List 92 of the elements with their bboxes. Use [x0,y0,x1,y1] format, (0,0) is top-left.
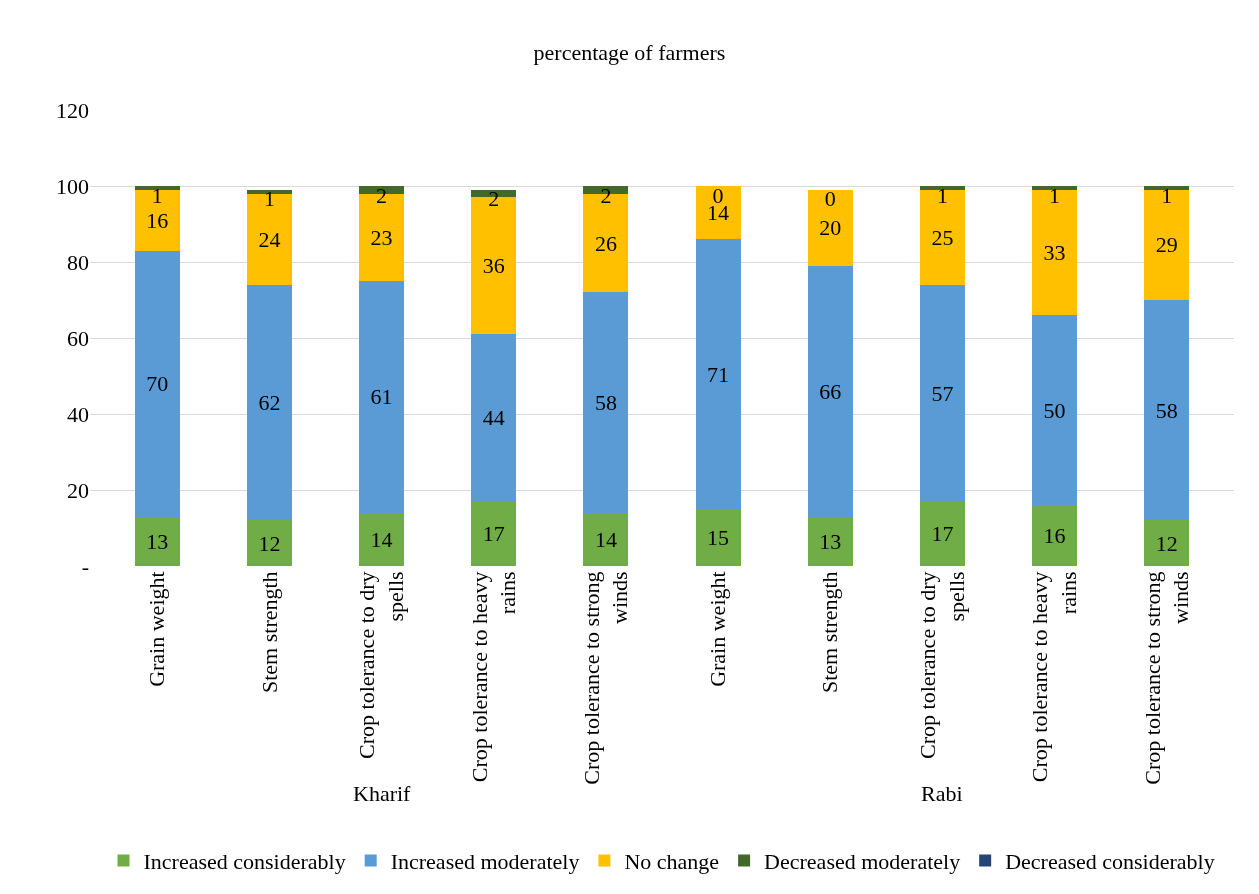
data-label: 71 [707,361,730,387]
data-label: 29 [1155,232,1178,258]
bar [247,520,292,566]
bar [1144,300,1190,521]
bar [134,516,180,566]
bar [247,284,292,521]
bar [1032,189,1077,316]
data-label: 1 [1161,182,1173,208]
bar [583,512,629,566]
bar [247,189,292,194]
x-tick-label: Crop tolerance to heavy rains [466,571,521,783]
text: Rabi [921,781,963,806]
bar [807,265,853,517]
data-label: 25 [931,224,954,250]
data-label: 26 [594,230,617,256]
x-tick-label: Stem strength [256,571,282,694]
bar [1032,505,1077,566]
x-tick-label: Crop tolerance to dry spells [915,571,969,759]
bar [919,284,965,502]
bar [1032,186,1077,190]
bar [359,512,405,566]
data-label: 20 [819,215,842,241]
bar [134,189,180,251]
data-label: 15 [707,525,730,550]
data-label: 12 [258,530,281,556]
data-label: 57 [931,380,954,406]
data-label: 44 [482,405,505,431]
x-tick-label: Crop tolerance to strong winds [578,571,633,785]
x-tick-label: Crop tolerance to heavy rains [1027,571,1081,783]
x-tick-label: Crop tolerance to dry spells [354,571,409,759]
bar [695,239,741,509]
bar [471,501,517,566]
y-tick-label: 60 [67,325,89,351]
data-label: 33 [1043,240,1066,265]
data-label: 58 [1155,397,1178,423]
bar [1032,315,1077,506]
bar [919,189,965,285]
data-label: 61 [370,384,393,410]
data-label: 16 [1043,523,1066,549]
bar [919,186,965,190]
data-label: 1 [936,182,948,208]
data-label: 17 [931,521,954,547]
y-tick-label: - [81,553,89,579]
text: Kharif [353,781,412,806]
data-label: 17 [482,521,505,547]
data-label: 62 [258,390,281,416]
data-label: 70 [146,371,169,397]
data-label: 23 [370,224,393,250]
bar [919,501,965,566]
data-label: 13 [819,528,842,554]
y-tick-label: 20 [67,477,89,503]
y-tick-label: 100 [56,173,89,199]
data-label: 0 [824,186,836,212]
x-tick-label: Crop tolerance to strong winds [1139,571,1194,785]
legend-label: Increased considerably [143,848,346,874]
bar [1144,186,1190,190]
data-label: 14 [594,526,617,552]
bar [134,250,180,517]
bar [471,334,517,502]
data-label: 66 [819,378,842,404]
bar [247,193,292,285]
y-tick-label: 40 [67,401,89,427]
x-tick-label: Stem strength [817,571,843,694]
legend-label: Decreased moderately [764,848,961,874]
chart-title: percentage of farmers [533,40,726,66]
y-tick-label: 120 [56,97,89,123]
data-label: 24 [258,226,281,252]
data-label: 50 [1043,397,1066,423]
data-label: 12 [1155,530,1178,556]
bar [695,186,741,240]
data-label: 1 [263,186,275,212]
bar [807,516,853,566]
data-label: 58 [594,390,617,416]
x-tick-label: Grain weight [144,571,170,687]
bar [807,189,853,266]
bar [134,186,180,190]
bar [1144,189,1190,300]
legend-label: Decreased considerably [1005,848,1215,874]
y-tick-label: 80 [67,249,89,275]
bar [583,292,629,513]
bar [695,509,741,566]
data-label: 13 [146,528,169,554]
legend-label: No change [624,848,720,874]
bar [1144,520,1190,566]
data-label: 36 [482,253,505,279]
x-tick-label: Grain weight [705,571,731,687]
data-label: 1 [151,182,163,208]
data-label: 1 [1049,182,1061,208]
data-label: 14 [370,526,393,552]
bar [359,281,405,513]
data-label: 16 [146,207,169,233]
legend-label: Increased moderately [390,848,580,874]
